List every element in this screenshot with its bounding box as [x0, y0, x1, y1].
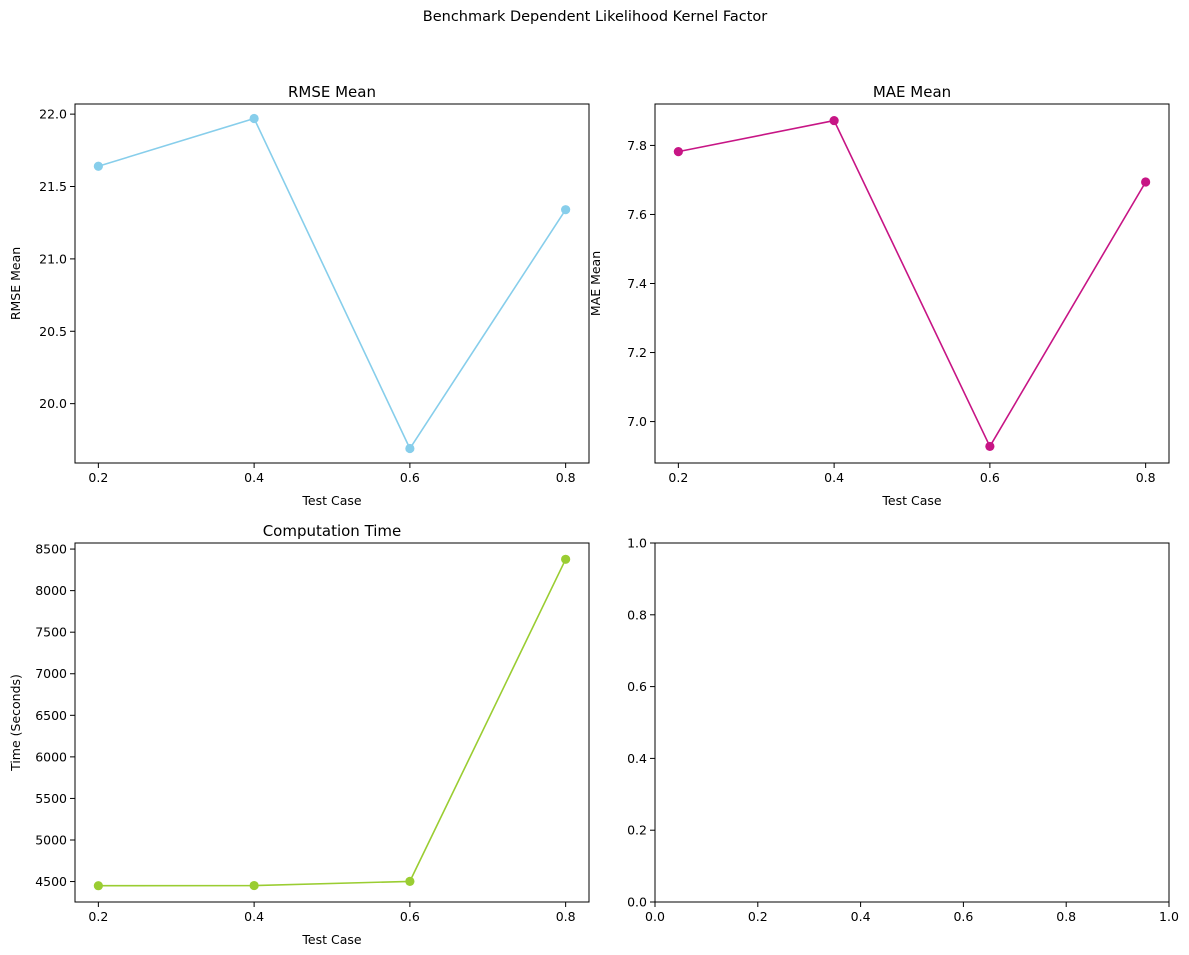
- chart-rmse-y-tick-label: 20.5: [39, 324, 67, 339]
- chart-time-x-tick-label: 0.2: [88, 909, 108, 924]
- chart-empty-y-tick-label: 0.4: [627, 751, 647, 766]
- chart-rmse-data-point: [561, 205, 571, 215]
- chart-empty: 0.0 0.2 0.4 0.6 0.8 1.0 0.0 0.2 0.4 0.6 0.8 1.0: [627, 536, 1179, 925]
- chart-time-y-tick-label: 7000: [35, 666, 67, 681]
- chart-mae-y-tick-label: 7.0: [627, 414, 647, 429]
- chart-empty-x-tick-label: 0.2: [748, 909, 768, 924]
- chart-rmse-data-point: [249, 113, 259, 124]
- chart-time-y-tick-label: 6500: [35, 708, 67, 723]
- chart-time-y-tick-label: 8000: [35, 583, 67, 598]
- chart-empty-x-tick-label: 0.0: [645, 909, 665, 924]
- chart-mae-title: MAE Mean: [873, 83, 951, 101]
- chart-mae-x-tick-label: 0.4: [824, 470, 844, 485]
- chart-empty-plot-frame: [654, 542, 1170, 903]
- chart-rmse-x-tick-label: 0.6: [400, 470, 420, 485]
- chart-time-y-axis-label: Time (Seconds): [8, 674, 23, 772]
- chart-empty-y-tick-label: 0.0: [627, 895, 647, 910]
- chart-time-y-tick-label: 6000: [35, 749, 67, 764]
- chart-mae-data-point: [1141, 177, 1151, 187]
- chart-rmse-y-tick-label: 20.0: [39, 396, 67, 411]
- chart-time-y-tick-label: 5500: [35, 791, 67, 806]
- chart-mae-x-axis-label: Test Case: [881, 493, 941, 508]
- chart-rmse-x-tick-label: 0.4: [244, 470, 264, 485]
- chart-rmse-x-tick-label: 0.8: [556, 470, 576, 485]
- chart-mae-y-axis-label: MAE Mean: [588, 251, 603, 316]
- chart-time-data-point: [93, 881, 103, 891]
- chart-rmse-data-point: [405, 443, 415, 454]
- chart-mae-y-tick-label: 7.6: [627, 207, 647, 222]
- chart-empty-y-tick-label: 0.2: [627, 823, 647, 838]
- chart-time-x-axis-label: Test Case: [301, 932, 361, 947]
- chart-time: 0.2 0.4 0.6 0.8 4500 5000 5500 6000 6500 7000 7500…: [8, 522, 590, 947]
- chart-rmse-x-tick-label: 0.2: [88, 470, 108, 485]
- chart-time-data-point: [249, 880, 259, 891]
- chart-time-series-line: [98, 558, 567, 887]
- chart-mae: 0.2 0.4 0.6 0.8 7.0 7.2 7.4 7.6 7.8 MAE Mean Test …: [588, 83, 1170, 508]
- chart-rmse-series-line: [98, 117, 567, 450]
- chart-empty-x-tick-label: 1.0: [1159, 909, 1179, 924]
- chart-time-y-tick-label: 7500: [35, 625, 67, 640]
- chart-mae-y-tick-label: 7.2: [627, 345, 647, 360]
- chart-empty-x-tick-label: 0.6: [953, 909, 973, 924]
- chart-empty-y-tick-label: 0.8: [627, 607, 647, 622]
- chart-time-y-tick-label: 4500: [35, 874, 67, 889]
- chart-time-data-point: [405, 876, 415, 886]
- chart-rmse: 0.2 0.4 0.6 0.8 20.0 20.5 21.0 21.5 22.0 RMSE Mea…: [8, 83, 590, 508]
- figure-suptitle: Benchmark Dependent Likelihood Kernel Fa…: [423, 9, 768, 25]
- chart-time-y-tick-label: 8500: [35, 542, 67, 557]
- chart-rmse-title: RMSE Mean: [288, 83, 376, 101]
- chart-rmse-data-point: [93, 161, 103, 171]
- chart-mae-data-point: [985, 441, 995, 452]
- chart-time-x-tick-label: 0.6: [400, 909, 420, 924]
- chart-mae-data-point: [829, 115, 839, 126]
- chart-mae-x-tick-label: 0.6: [980, 470, 1000, 485]
- chart-mae-y-tick-label: 7.4: [627, 276, 647, 291]
- chart-time-plot-frame: [74, 542, 590, 903]
- chart-empty-x-tick-label: 0.8: [1056, 909, 1076, 924]
- chart-empty-x-tick-label: 0.4: [851, 909, 871, 924]
- chart-empty-y-tick-label: 0.6: [627, 679, 647, 694]
- chart-rmse-x-axis-label: Test Case: [301, 493, 361, 508]
- chart-time-x-tick-label: 0.4: [244, 909, 264, 924]
- chart-rmse-y-tick-label: 21.5: [39, 179, 67, 194]
- chart-rmse-y-tick-label: 22.0: [39, 107, 67, 122]
- chart-time-title: Computation Time: [263, 522, 402, 540]
- chart-time-y-tick-label: 5000: [35, 832, 67, 847]
- chart-mae-x-tick-label: 0.8: [1136, 470, 1156, 485]
- chart-mae-data-point: [673, 147, 683, 157]
- chart-empty-y-tick-label: 1.0: [627, 536, 647, 551]
- chart-time-x-tick-label: 0.8: [556, 909, 576, 924]
- chart-time-data-point: [561, 554, 571, 564]
- chart-mae-x-tick-label: 0.2: [668, 470, 688, 485]
- chart-rmse-plot-frame: [74, 103, 590, 464]
- chart-rmse-y-tick-label: 21.0: [39, 251, 67, 266]
- chart-mae-y-tick-label: 7.8: [627, 138, 647, 153]
- chart-mae-series-line: [678, 119, 1147, 448]
- chart-rmse-y-axis-label: RMSE Mean: [8, 247, 23, 320]
